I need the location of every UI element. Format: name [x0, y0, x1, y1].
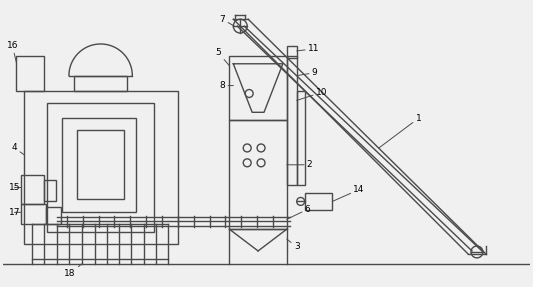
Text: 4: 4 — [12, 144, 25, 155]
Text: 1: 1 — [379, 114, 422, 148]
Bar — [21, 175, 44, 204]
Bar — [21, 204, 46, 224]
Text: 8: 8 — [220, 81, 233, 90]
Text: 5: 5 — [215, 49, 229, 66]
Bar — [229, 56, 287, 120]
Text: 2: 2 — [287, 160, 312, 169]
Text: 18: 18 — [64, 264, 82, 278]
Bar — [46, 208, 61, 224]
Text: 7: 7 — [220, 15, 235, 26]
Text: 6: 6 — [287, 205, 311, 219]
Text: 17: 17 — [9, 208, 21, 217]
Text: 10: 10 — [297, 88, 327, 100]
Bar — [77, 130, 124, 199]
Text: 14: 14 — [333, 185, 365, 201]
Text: 11: 11 — [297, 44, 319, 53]
Text: 16: 16 — [7, 41, 18, 63]
Bar — [305, 193, 333, 210]
Bar — [17, 56, 44, 90]
Bar — [25, 90, 178, 244]
Bar — [287, 56, 297, 185]
Bar — [229, 120, 287, 229]
Bar — [74, 76, 127, 90]
Bar — [44, 180, 56, 201]
Bar — [47, 103, 154, 232]
Bar — [62, 118, 136, 212]
Text: 9: 9 — [297, 68, 318, 77]
Bar — [297, 90, 305, 185]
Text: 3: 3 — [287, 239, 300, 251]
Text: 15: 15 — [9, 183, 21, 192]
Bar — [287, 46, 297, 58]
